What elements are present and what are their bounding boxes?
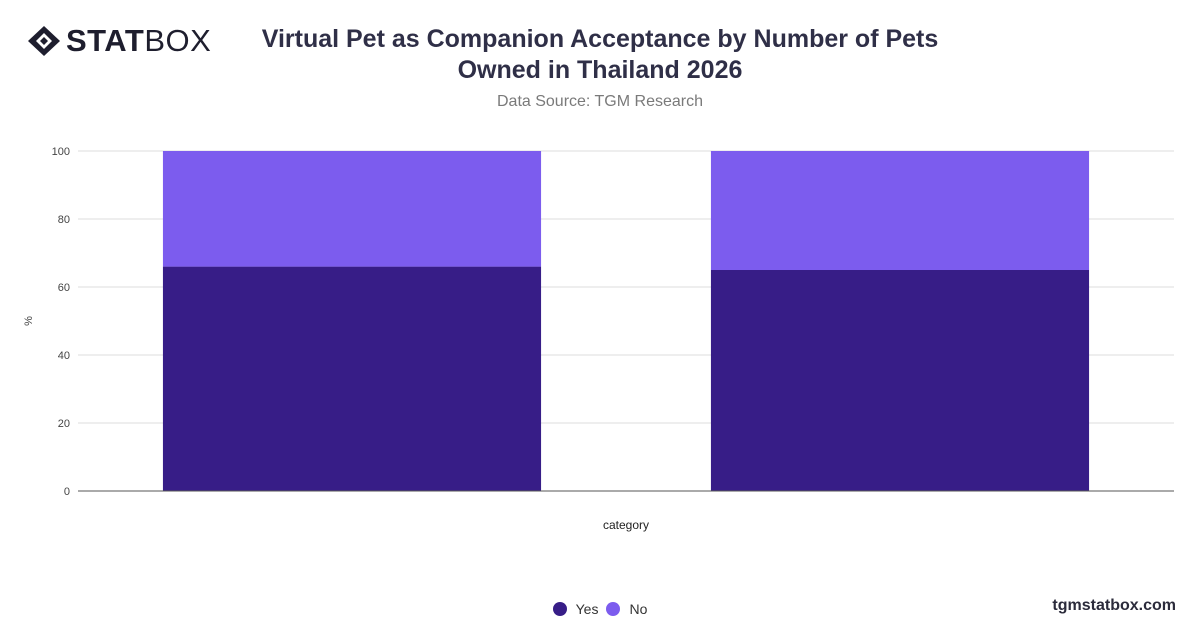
- x-axis-label: category: [603, 518, 649, 532]
- y-tick-label: 20: [58, 418, 70, 430]
- legend-item-yes[interactable]: Yes: [552, 601, 599, 617]
- y-tick-label: 40: [58, 350, 70, 362]
- bar-yes-2: [710, 270, 1090, 491]
- chart-subtitle: Data Source: TGM Research: [496, 93, 703, 110]
- bar-no-1: [162, 151, 542, 267]
- chart-legend: Yes No: [0, 601, 1200, 617]
- y-tick-label: 80: [58, 214, 70, 226]
- legend-label: No: [629, 601, 648, 617]
- legend-swatch: [606, 602, 621, 616]
- y-tick-label: 60: [58, 282, 70, 294]
- watermark: tgmstatbox.com: [1052, 597, 1176, 614]
- y-tick-label: 100: [52, 146, 70, 158]
- diamond-logo-icon: [28, 26, 60, 56]
- statbox-logo: STATBOX: [26, 24, 211, 58]
- y-tick-label: 0: [64, 486, 70, 498]
- legend-item-no[interactable]: No: [606, 601, 647, 617]
- legend-swatch: [552, 602, 567, 616]
- logo-wordmark-bold: STAT: [66, 23, 145, 58]
- logo-wordmark-light: BOX: [144, 23, 212, 58]
- chart-title: Virtual Pet as Companion Acceptance by N…: [261, 25, 939, 84]
- legend-label: Yes: [575, 601, 599, 617]
- logo-wordmark: STATBOX: [66, 24, 211, 58]
- bar-no-2: [710, 151, 1090, 270]
- bar-yes-1: [162, 266, 542, 491]
- y-axis-label: %: [23, 316, 35, 326]
